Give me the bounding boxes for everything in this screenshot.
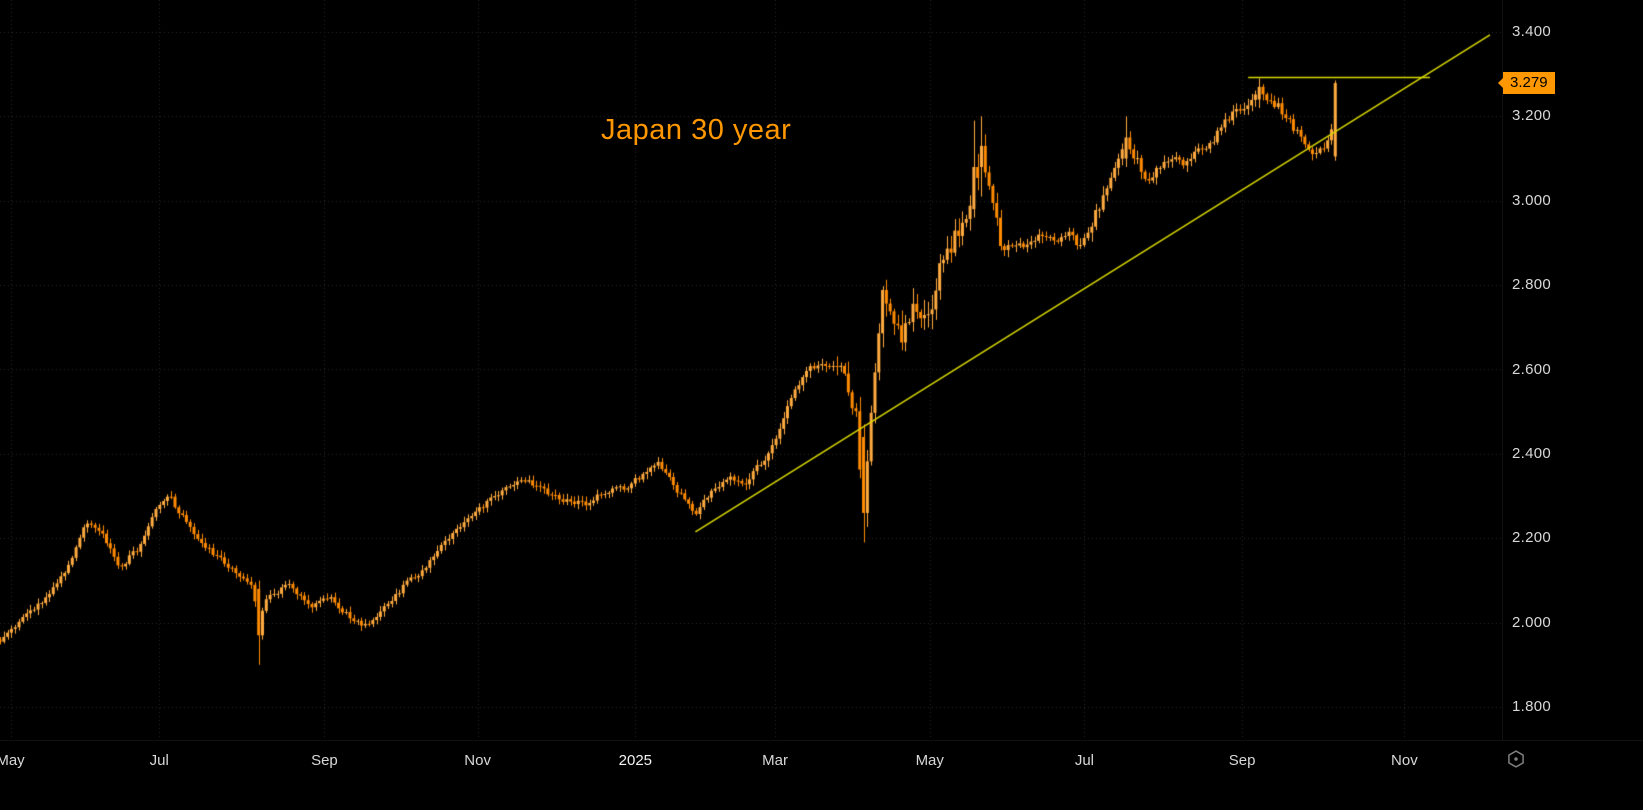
last-price-badge: 3.279: [1498, 72, 1555, 95]
price-tick-label: 2.000: [1512, 613, 1552, 631]
price-tick-label: 3.400: [1512, 23, 1552, 40]
price-tick-label: 2.600: [1512, 360, 1552, 378]
price-chart-canvas[interactable]: [0, 0, 1502, 740]
time-tick-label: Sep: [311, 752, 338, 769]
time-tick-label: Jul: [1074, 752, 1095, 769]
price-axis[interactable]: 3.400 3.200 3.000 2.800 2.600 2.400 2.200 2.000…: [1502, 0, 1643, 740]
time-tick-label: Nov: [1391, 752, 1418, 769]
time-tick-label: Sep: [1228, 752, 1256, 769]
time-tick-label: Mar: [762, 752, 788, 769]
time-axis[interactable]: May Jul Sep Nov 2025 Mar May Jul Sep Nov: [0, 740, 1643, 810]
price-tick-label: 3.200: [1512, 107, 1552, 125]
price-tick-label: 2.200: [1512, 529, 1552, 547]
price-tick-label: 3.000: [1512, 191, 1552, 209]
hexagon-target-icon[interactable]: [1506, 749, 1526, 769]
time-tick-label: May: [0, 752, 25, 769]
time-tick-label: 2025: [618, 752, 653, 769]
time-tick-label: May: [915, 752, 944, 769]
time-tick-label: Nov: [464, 752, 491, 769]
price-tick-label: 1.800: [1512, 698, 1552, 715]
time-tick-label: Jul: [149, 752, 169, 769]
price-tick-label: 2.400: [1512, 444, 1552, 462]
price-tick-label: 2.800: [1512, 276, 1552, 294]
chart-title: Japan 30 year: [601, 114, 792, 146]
